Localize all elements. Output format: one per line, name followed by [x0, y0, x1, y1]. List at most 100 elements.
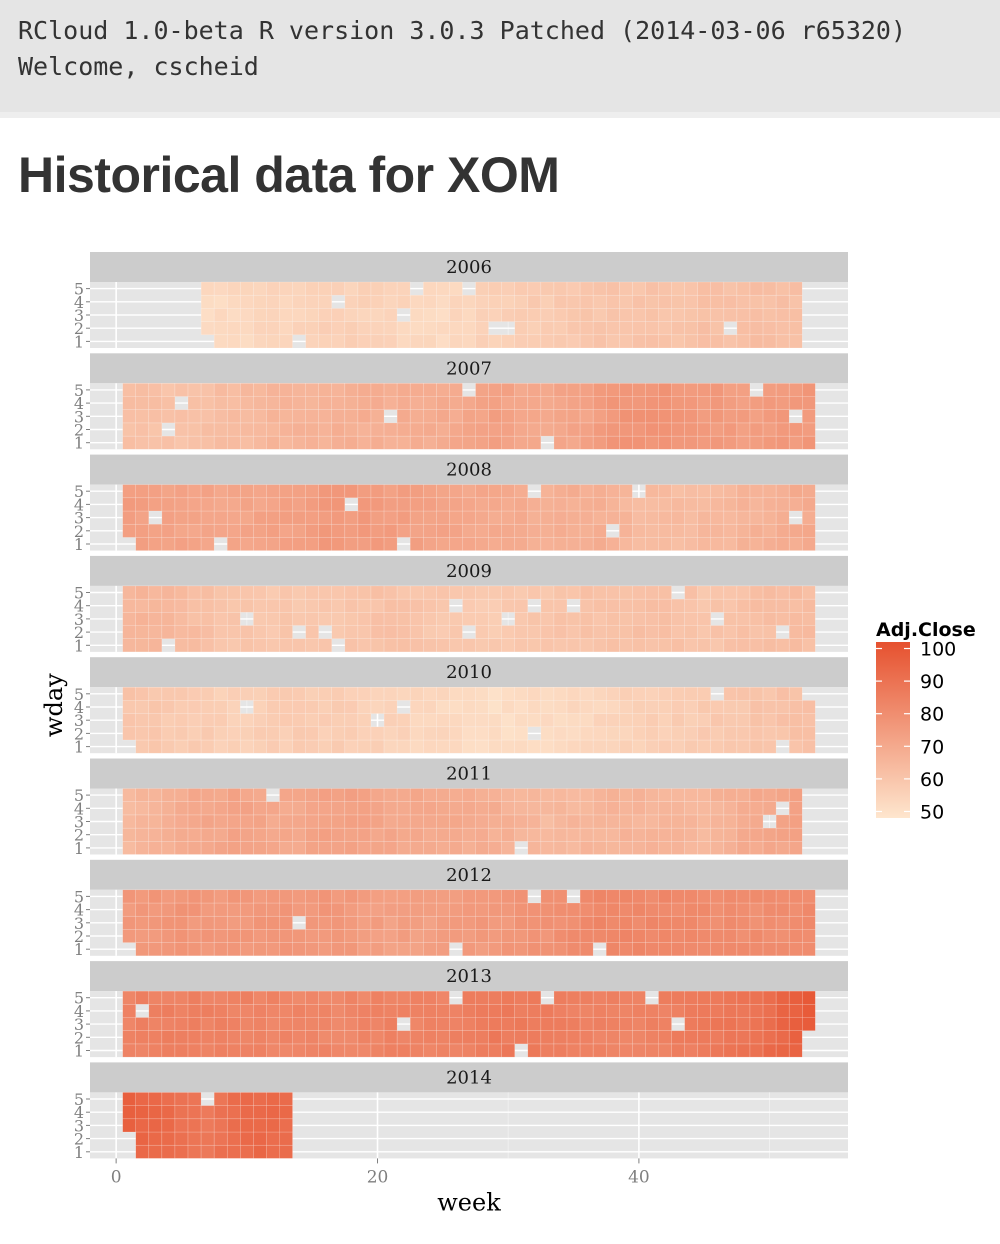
heatmap-cell: [174, 1043, 189, 1058]
heatmap-cell: [553, 321, 568, 336]
heatmap-cell: [762, 281, 777, 296]
heatmap-cell: [357, 739, 372, 754]
heatmap-cell: [396, 422, 411, 437]
heatmap-cell: [161, 1043, 176, 1058]
heatmap-cell: [409, 523, 424, 538]
heatmap-cell: [305, 537, 319, 551]
heatmap-cell: [266, 281, 280, 296]
heatmap-cell: [396, 739, 411, 754]
heatmap-cell: [122, 435, 136, 450]
heatmap-cell: [148, 915, 163, 930]
legend-colorbar: [876, 642, 910, 818]
heatmap-cell: [762, 942, 777, 957]
y-tick-label: 2: [74, 1028, 84, 1047]
heatmap-cell: [710, 990, 725, 1005]
heatmap-cell: [449, 484, 463, 499]
heatmap-cell: [423, 686, 437, 701]
heatmap-cell: [174, 523, 189, 538]
heatmap-cell: [253, 612, 267, 626]
heatmap-cell: [357, 942, 372, 957]
heatmap-cell: [357, 915, 372, 930]
heatmap-cell: [423, 841, 437, 855]
heatmap-cell: [240, 585, 254, 600]
heatmap-cell: [462, 942, 476, 957]
heatmap-cell: [200, 625, 215, 639]
heatmap-cell: [135, 585, 150, 600]
heatmap-cell: [527, 1017, 542, 1031]
heatmap-cell: [632, 700, 646, 714]
heatmap-cell: [305, 1030, 319, 1045]
heatmap-cell: [331, 321, 346, 336]
heatmap-cell: [462, 1043, 476, 1058]
heatmap-cell: [671, 497, 685, 512]
heatmap-cell: [266, 1017, 280, 1031]
facet-strip: [90, 454, 848, 485]
heatmap-cell: [749, 537, 764, 551]
heatmap-cell: [357, 523, 372, 538]
heatmap-cell: [266, 726, 280, 741]
heatmap-cell: [213, 334, 228, 349]
heatmap-cell: [318, 788, 333, 802]
heatmap-cell: [684, 422, 698, 437]
heatmap-cell: [279, 1118, 293, 1133]
heatmap-cell: [200, 422, 215, 437]
y-tick-label: 5: [74, 280, 84, 299]
heatmap-cell: [710, 1043, 725, 1058]
heatmap-cell: [605, 942, 620, 957]
heatmap-cell: [423, 497, 437, 512]
heatmap-cell: [436, 409, 450, 424]
heatmap-cell: [540, 1030, 555, 1045]
heatmap-cell: [318, 990, 333, 1005]
heatmap-cell: [122, 497, 136, 512]
heatmap-cell: [553, 700, 568, 714]
heatmap-cell: [540, 1017, 555, 1031]
heatmap-cell: [488, 308, 502, 322]
heatmap-cell: [292, 294, 306, 309]
heatmap-cell: [292, 396, 306, 410]
heatmap-cell: [671, 396, 685, 410]
heatmap-cell: [749, 726, 764, 741]
heatmap-cell: [566, 686, 581, 701]
heatmap-cell: [658, 598, 672, 613]
heatmap-cell: [292, 889, 306, 904]
heatmap-cell: [305, 321, 319, 336]
x-axis-title: week: [437, 1188, 501, 1216]
heatmap-cell: [514, 713, 529, 728]
heatmap-cell: [174, 422, 189, 437]
heatmap-cell: [318, 484, 333, 499]
heatmap-cell: [501, 422, 515, 437]
heatmap-cell: [148, 1030, 163, 1045]
heatmap-cell: [619, 497, 633, 512]
heatmap-cell: [331, 739, 346, 754]
heatmap-cell: [226, 942, 241, 957]
heatmap-cell: [266, 422, 280, 437]
heatmap-cell: [684, 929, 698, 943]
heatmap-cell: [318, 929, 333, 943]
heatmap-cell: [266, 700, 280, 714]
heatmap-cell: [279, 1092, 293, 1106]
heatmap-cell: [658, 625, 672, 639]
heatmap-cell: [200, 929, 215, 943]
heatmap-cell: [632, 814, 646, 829]
heatmap-cell: [423, 814, 437, 829]
heatmap-cell: [423, 510, 437, 525]
heatmap-cell: [187, 929, 202, 943]
heatmap-cell: [436, 396, 450, 410]
heatmap-cell: [645, 700, 659, 714]
heatmap-cell: [370, 1004, 385, 1018]
heatmap-cell: [671, 1030, 685, 1045]
heatmap-cell: [305, 801, 319, 816]
heatmap-cell: [697, 409, 712, 424]
heatmap-cell: [579, 726, 594, 741]
heatmap-cell: [501, 713, 515, 728]
heatmap-cell: [148, 537, 163, 551]
heatmap-cell: [370, 841, 385, 855]
heatmap-cell: [331, 814, 346, 829]
heatmap-cell: [501, 1017, 515, 1031]
heatmap-cell: [723, 638, 738, 653]
heatmap-cell: [423, 598, 437, 613]
heatmap-cell: [697, 902, 712, 917]
heatmap-cell: [710, 510, 725, 525]
